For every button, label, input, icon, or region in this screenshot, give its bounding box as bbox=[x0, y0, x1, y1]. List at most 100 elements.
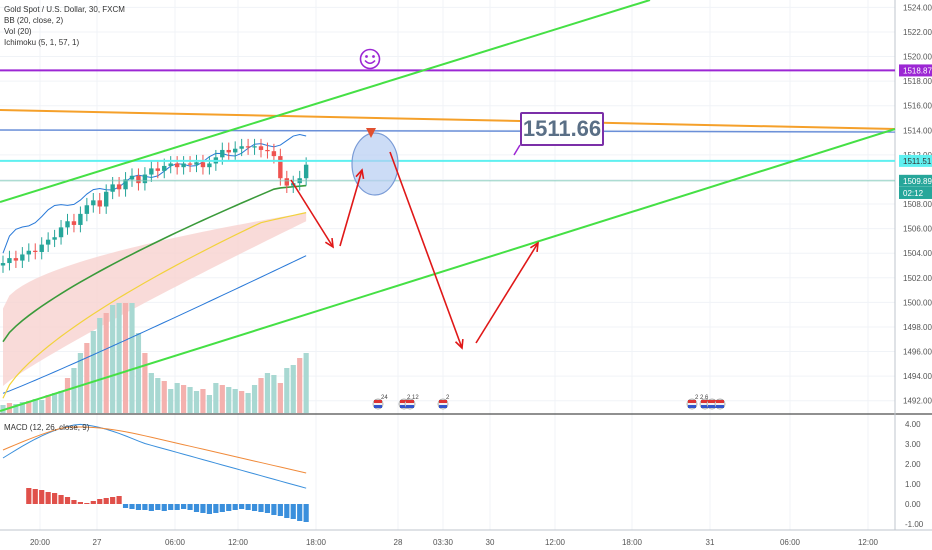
volume-bar bbox=[58, 391, 64, 413]
projection-arrow bbox=[389, 151, 463, 349]
volume-bar bbox=[84, 343, 90, 413]
candle-body bbox=[26, 250, 31, 255]
macd-histogram-bar bbox=[193, 504, 200, 512]
candle-body bbox=[0, 263, 6, 266]
signal-line bbox=[2, 426, 307, 474]
volume-bar bbox=[219, 385, 225, 413]
us-flag-stripe bbox=[406, 400, 414, 403]
candle-body bbox=[7, 258, 12, 264]
ichimoku-cloud bbox=[3, 212, 307, 386]
arrow-head bbox=[324, 237, 334, 249]
projection-arrow bbox=[290, 179, 334, 248]
candle-body bbox=[71, 221, 77, 225]
candle-body bbox=[303, 164, 309, 179]
volume-bar bbox=[122, 303, 129, 413]
volume-bar bbox=[155, 378, 161, 413]
price-label-bg bbox=[899, 174, 932, 187]
macd-tick-label: 3.00 bbox=[905, 440, 921, 449]
macd-histogram-bar bbox=[58, 495, 64, 504]
candle-body bbox=[91, 200, 96, 206]
volume-bar bbox=[110, 305, 116, 413]
macd-histogram-bar bbox=[284, 504, 290, 518]
volume-bar bbox=[64, 378, 71, 413]
us-flag-stripe bbox=[701, 405, 709, 408]
time-tick-label: 12:00 bbox=[545, 538, 566, 547]
candle-body bbox=[142, 174, 148, 184]
grid bbox=[0, 0, 932, 531]
candle-body bbox=[155, 168, 160, 171]
volume-bar bbox=[161, 381, 167, 413]
ichimoku-base bbox=[2, 184, 307, 343]
macd-histogram-bar bbox=[213, 504, 219, 513]
macd-histogram-bar bbox=[26, 488, 32, 504]
volume-bar bbox=[148, 373, 154, 413]
blue-trendline bbox=[0, 129, 896, 133]
candle-body bbox=[265, 149, 270, 152]
macd-histogram-bar bbox=[77, 502, 83, 504]
macd-histogram-bar bbox=[161, 504, 167, 511]
volume-bar bbox=[251, 385, 258, 413]
volume-bar bbox=[19, 402, 25, 413]
volume-bar bbox=[26, 401, 32, 413]
time-tick-label: 12:00 bbox=[858, 538, 879, 547]
candle-body bbox=[162, 165, 167, 171]
candle-body bbox=[116, 184, 122, 190]
price-tick-label: 1492.00 bbox=[903, 397, 932, 406]
us-flag-stripe bbox=[701, 400, 709, 403]
price-tick-label: 1494.00 bbox=[903, 372, 932, 381]
macd-histogram-bar bbox=[251, 504, 258, 511]
volume-bar bbox=[103, 313, 109, 413]
macd-histogram-bar bbox=[226, 504, 232, 511]
bb-upper bbox=[2, 133, 307, 254]
macd-histogram-bar bbox=[103, 498, 109, 504]
macd-histogram-bar bbox=[200, 504, 206, 513]
macd-histogram-bar bbox=[116, 496, 122, 504]
time-tick-label: 27 bbox=[93, 538, 102, 547]
us-flag-stripe bbox=[439, 405, 447, 408]
callout-pointer bbox=[513, 144, 521, 156]
volume-bar bbox=[232, 389, 238, 413]
us-flag-stripe bbox=[708, 400, 716, 403]
volume-bar bbox=[290, 365, 296, 413]
us-flag-stripe bbox=[708, 405, 716, 408]
us-flag-stripe bbox=[374, 400, 382, 403]
macd-histogram-bar bbox=[90, 501, 96, 504]
projection-arrow bbox=[475, 242, 539, 344]
macd-histogram-bar bbox=[206, 504, 212, 514]
us-flag-stripe bbox=[406, 405, 414, 408]
macd-histogram-bar bbox=[245, 504, 251, 510]
candle-body bbox=[258, 146, 264, 150]
price-callout: 1511.66 bbox=[520, 112, 604, 146]
channel-upper bbox=[0, 0, 651, 203]
arrow-head bbox=[529, 241, 539, 253]
candle-body bbox=[284, 178, 289, 186]
down-marker bbox=[366, 128, 376, 138]
us-flag-stripe bbox=[374, 405, 382, 408]
price-label-text: 1511.51 bbox=[903, 157, 932, 166]
volume-bar bbox=[303, 353, 309, 413]
macd-histogram-bar bbox=[187, 504, 193, 510]
legend-ichimoku: Ichimoku (5, 1, 57, 1) bbox=[4, 38, 80, 47]
price-label-text: 02:12 bbox=[903, 189, 924, 198]
volume-bars bbox=[0, 303, 309, 413]
macd-tick-label: -1.00 bbox=[905, 520, 924, 529]
symbol-title: Gold Spot / U.S. Dollar, 30, FXCM bbox=[4, 5, 125, 14]
volume-bar bbox=[264, 373, 271, 413]
macd-histogram-bar bbox=[45, 492, 51, 504]
candle-body bbox=[78, 213, 83, 225]
cloud-fill bbox=[3, 212, 307, 386]
volume-bar bbox=[52, 393, 58, 413]
price-tick-label: 1498.00 bbox=[903, 323, 932, 332]
arrow-head bbox=[454, 338, 464, 350]
volume-bar bbox=[39, 400, 45, 413]
macd-histogram-bar bbox=[110, 497, 116, 504]
volume-bar bbox=[258, 378, 264, 413]
event-count: 24 bbox=[381, 395, 388, 401]
macd-histogram-bar bbox=[155, 504, 161, 510]
drawings bbox=[0, 0, 896, 412]
us-flag-stripe bbox=[716, 405, 724, 408]
volume-bar bbox=[206, 395, 212, 413]
chart-legend: Gold Spot / U.S. Dollar, 30, FXCM BB (20… bbox=[4, 4, 125, 48]
time-tick-label: 28 bbox=[394, 538, 403, 547]
